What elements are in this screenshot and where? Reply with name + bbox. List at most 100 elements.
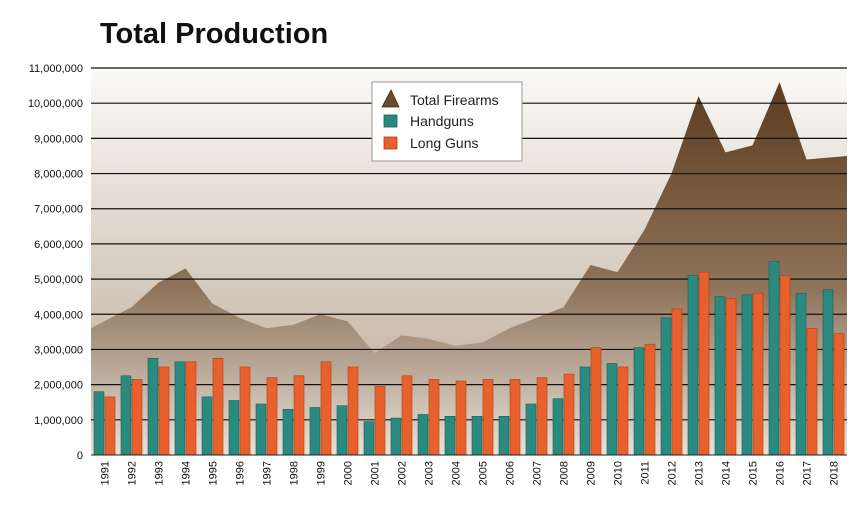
total-firearms-area [91, 82, 847, 455]
x-tick-label: 2013 [694, 461, 706, 485]
long-guns-bar [266, 377, 278, 456]
handguns-bar [471, 415, 483, 456]
long-guns-bar [185, 361, 197, 456]
x-tick-label: 2007 [532, 461, 544, 485]
handguns-bar [714, 296, 726, 456]
x-tick-label: 2001 [370, 461, 382, 485]
long-guns-bar [104, 396, 116, 456]
x-tick-label: 2016 [775, 461, 787, 485]
handguns-bar [768, 261, 780, 456]
y-tick-label: 7,000,000 [34, 204, 83, 216]
x-tick-label: 2005 [478, 461, 490, 485]
long-guns-bar [698, 271, 710, 456]
x-tick-label: 2004 [451, 461, 463, 485]
handguns-bar [282, 408, 294, 456]
x-tick-label: 2011 [640, 461, 652, 485]
long-guns-bar [671, 308, 683, 456]
long-guns-bar [428, 379, 440, 456]
x-axis-ticks: 1991 1992 1993 1994 1995 1996 1997 1998 1999 2000… [100, 461, 841, 485]
long-guns-bar [644, 343, 656, 456]
legend-item-long-guns: Long Guns [383, 135, 479, 151]
y-tick-label: 5,000,000 [34, 274, 83, 286]
gridlines [91, 67, 847, 421]
x-tick-label: 2017 [802, 461, 814, 485]
x-tick-label: 1994 [181, 461, 193, 485]
long-guns-bar [563, 373, 575, 456]
handguns-bar [579, 366, 591, 456]
chart-title: Total Production [100, 18, 329, 50]
handguns-bar [606, 363, 618, 456]
x-tick-label: 2012 [667, 461, 679, 485]
y-tick-label: 6,000,000 [34, 239, 83, 251]
long-guns-bar [455, 380, 467, 456]
handguns-bar [255, 403, 267, 456]
legend-label-total-firearms: Total Firearms [410, 92, 499, 108]
handguns-bar [309, 407, 321, 456]
x-tick-label: 2006 [505, 461, 517, 485]
long-guns-bar [212, 357, 224, 456]
y-tick-label: 11,000,000 [29, 63, 83, 75]
handguns-bar [498, 415, 510, 456]
long-guns-bar [806, 327, 818, 456]
legend-item-total-firearms: Total Firearms [381, 89, 499, 108]
handguns-bar [633, 347, 645, 456]
legend-swatch-handguns [383, 114, 398, 128]
handguns-bar [741, 294, 753, 456]
legend-swatch-total-firearms [381, 89, 400, 108]
x-tick-label: 2000 [343, 461, 355, 485]
handguns-bar [795, 292, 807, 456]
handguns-bar [687, 275, 699, 456]
y-tick-label: 2,000,000 [34, 380, 83, 392]
handguns-bar [93, 391, 105, 456]
handguns-bar [363, 421, 375, 456]
long-guns-bar [779, 275, 791, 456]
y-tick-label: 3,000,000 [34, 344, 83, 356]
handguns-bar [120, 375, 132, 456]
y-tick-label: 0 [77, 450, 83, 462]
long-guns-bar [374, 386, 386, 456]
long-guns-bar [293, 375, 305, 456]
bars [93, 261, 845, 456]
y-tick-label: 1,000,000 [34, 415, 83, 427]
handguns-bar [390, 417, 402, 456]
x-tick-label: 2003 [424, 461, 436, 485]
long-guns-bar [401, 375, 413, 456]
y-axis-ticks: 0 1,000,000 2,000,000 3,000,000 4,000,000 5,0… [28, 63, 83, 462]
x-tick-label: 1998 [289, 461, 301, 485]
x-tick-label: 1991 [100, 461, 112, 485]
handguns-bar [228, 400, 240, 456]
y-tick-label: 10,000,000 [28, 98, 83, 110]
x-tick-label: 2015 [748, 461, 760, 485]
handguns-bar [444, 415, 456, 456]
long-guns-bar [158, 366, 170, 456]
y-tick-label: 8,000,000 [34, 169, 83, 181]
long-guns-bar [239, 366, 251, 456]
x-tick-label: 2018 [829, 461, 841, 485]
x-tick-label: 2008 [559, 461, 571, 485]
y-tick-label: 9,000,000 [34, 133, 83, 145]
handguns-bar [201, 396, 213, 456]
long-guns-bar [347, 366, 359, 456]
x-tick-label: 2010 [613, 461, 625, 485]
x-tick-label: 1995 [208, 461, 220, 485]
x-tick-label: 2014 [721, 461, 733, 485]
handguns-bar [174, 361, 186, 456]
x-tick-label: 1999 [316, 461, 328, 485]
long-guns-bar [590, 347, 602, 456]
handguns-bar [147, 357, 159, 456]
long-guns-bar [725, 298, 737, 456]
legend: Total Firearms Handguns Long Guns [371, 81, 523, 162]
x-tick-label: 2002 [397, 461, 409, 485]
long-guns-bar [320, 361, 332, 456]
handguns-bar [336, 405, 348, 456]
long-guns-bar [509, 379, 521, 456]
handguns-bar [525, 403, 537, 456]
long-guns-bar [617, 366, 629, 456]
x-tick-label: 1993 [154, 461, 166, 485]
long-guns-bar [833, 333, 845, 456]
long-guns-bar [536, 377, 548, 456]
x-tick-label: 1997 [262, 461, 274, 485]
legend-swatch-long-guns [383, 136, 398, 150]
legend-item-handguns: Handguns [383, 113, 474, 129]
